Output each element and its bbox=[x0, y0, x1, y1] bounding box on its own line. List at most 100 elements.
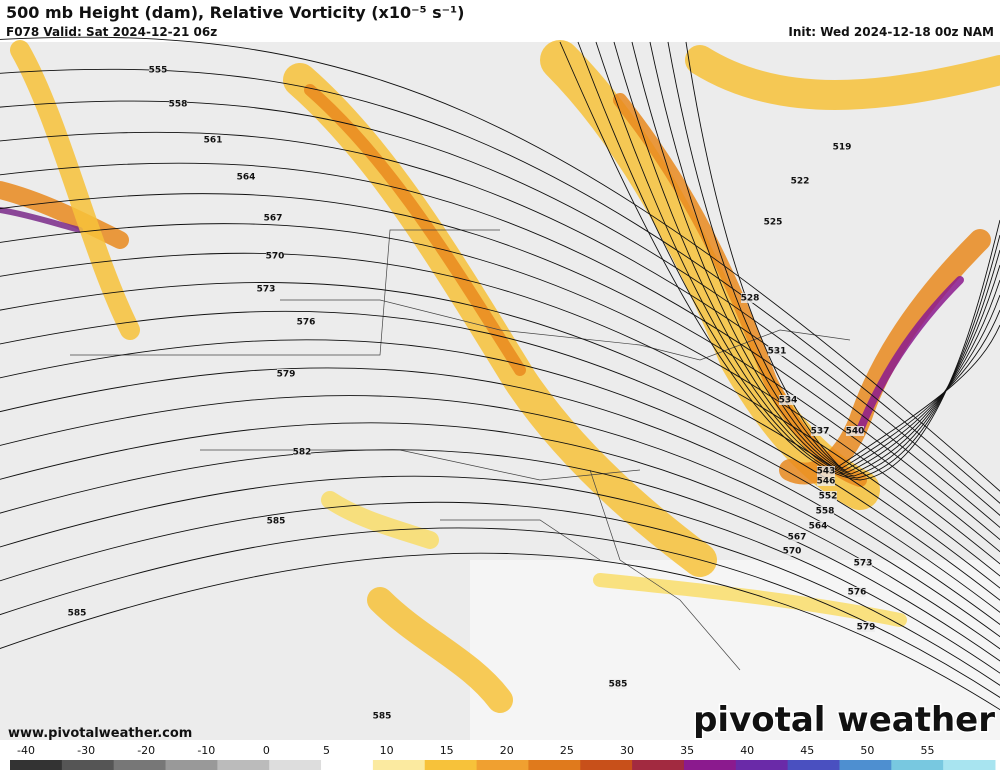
contour-label: 564 bbox=[237, 173, 256, 183]
colorbar-tick-label: -30 bbox=[77, 744, 95, 757]
contour-label-bg bbox=[764, 217, 782, 227]
vorticity-shading bbox=[685, 45, 1000, 110]
contour-label: 579 bbox=[277, 370, 296, 380]
colorbar-swatch bbox=[217, 760, 270, 770]
contour-label-bg bbox=[783, 546, 801, 556]
map-area: 555 558 561 564 567 570 573 576 579 582 585 585 585 5… bbox=[0, 36, 1000, 740]
colorbar-swatch bbox=[476, 760, 529, 770]
colorbar-swatch bbox=[632, 760, 685, 770]
contour-label: 576 bbox=[848, 588, 867, 598]
colorbar-swatch bbox=[61, 760, 115, 770]
contour-label: 570 bbox=[783, 547, 802, 557]
contour-label: 537 bbox=[811, 427, 830, 437]
height-contour bbox=[0, 252, 1000, 577]
boundary-line bbox=[70, 229, 500, 356]
colorbar-tick-label: 25 bbox=[560, 744, 574, 757]
height-contour bbox=[0, 193, 1000, 553]
colorbar-swatch bbox=[943, 760, 996, 770]
contour-label-bg bbox=[846, 426, 864, 436]
height-contour bbox=[0, 395, 1000, 638]
contour-label: 576 bbox=[297, 318, 316, 328]
colorbar-swatch bbox=[735, 760, 789, 770]
height-contour bbox=[0, 501, 1000, 686]
contour-label: 555 bbox=[149, 66, 168, 76]
height-contour bbox=[0, 131, 1000, 529]
colorbar-tick-label: 30 bbox=[620, 744, 634, 757]
height-contour bbox=[0, 36, 1000, 492]
contour-label-bg bbox=[816, 506, 834, 516]
vorticity-shading bbox=[0, 181, 129, 249]
contour-label-bg bbox=[237, 172, 255, 182]
contour-label: 531 bbox=[768, 347, 787, 357]
contour-label-bg bbox=[68, 608, 86, 618]
contour-label: 522 bbox=[791, 177, 810, 187]
colorbar-tick-label: 15 bbox=[440, 744, 454, 757]
height-contour bbox=[0, 552, 1000, 711]
contour-label: 534 bbox=[779, 396, 798, 406]
contour-label: 582 bbox=[293, 448, 312, 458]
colorbar: -40 -30 -20 -10 0 5 10 15 20 25 30 35 40 45 50 55 bbox=[10, 744, 996, 770]
vorticity-shading bbox=[10, 40, 140, 340]
logo: pivotal weather bbox=[693, 700, 995, 740]
colorbar-swatch bbox=[424, 760, 478, 770]
height-contour bbox=[0, 282, 1000, 589]
colorbar-tick-label: 5 bbox=[323, 744, 330, 757]
contour-label-bg bbox=[266, 251, 284, 261]
vorticity-shading bbox=[367, 587, 513, 713]
contour-label: 585 bbox=[609, 680, 628, 690]
colorbar-swatch bbox=[891, 760, 944, 770]
contour-label: 528 bbox=[741, 294, 760, 304]
contour-label: 543 bbox=[817, 467, 836, 477]
contour-label: 519 bbox=[833, 143, 852, 153]
colorbar-swatch bbox=[10, 760, 63, 770]
height-contour bbox=[0, 527, 1000, 699]
contour-label: 567 bbox=[264, 214, 283, 224]
height-contour bbox=[0, 475, 1000, 674]
contour-label-bg bbox=[277, 369, 295, 379]
colorbar-swatch bbox=[683, 760, 737, 770]
vorticity-shading bbox=[593, 573, 907, 627]
height-contour bbox=[685, 41, 1000, 467]
contour-label-bg bbox=[788, 532, 806, 542]
contour-label-bg bbox=[297, 317, 315, 327]
contour-label: 585 bbox=[267, 517, 286, 527]
boundary-line bbox=[589, 469, 741, 671]
height-contour bbox=[559, 41, 1000, 481]
contour-label-bg bbox=[257, 284, 275, 294]
height-contour bbox=[0, 422, 1000, 650]
contour-label-bg bbox=[267, 516, 285, 526]
contour-label: 579 bbox=[857, 623, 876, 633]
contour-label-bg bbox=[811, 426, 829, 436]
map-title: 500 mb Height (dam), Relative Vorticity … bbox=[6, 3, 464, 22]
vorticity-shading bbox=[856, 276, 964, 434]
contour-label: 552 bbox=[819, 492, 838, 502]
contour-label-bg bbox=[833, 142, 851, 152]
height-contour bbox=[0, 223, 1000, 565]
contour-label-bg bbox=[373, 711, 391, 721]
contour-label: 546 bbox=[817, 477, 836, 487]
height-contour bbox=[0, 100, 1000, 516]
contour-label: 558 bbox=[816, 507, 835, 517]
contour-label: 567 bbox=[788, 533, 807, 543]
contour-label-bg bbox=[204, 135, 222, 145]
colorbar-tick-label: 0 bbox=[263, 744, 270, 757]
colorbar-swatch bbox=[165, 760, 218, 770]
valid-time: F078 Valid: Sat 2024-12-21 06z bbox=[6, 25, 217, 39]
contour-label: 573 bbox=[854, 559, 873, 569]
colorbar-tick-label: 50 bbox=[860, 744, 874, 757]
height-contour bbox=[0, 449, 1000, 662]
colorbar-tick-label: 35 bbox=[680, 744, 694, 757]
height-contour bbox=[0, 162, 1000, 541]
contour-label-bg bbox=[857, 622, 875, 632]
contour-label: 561 bbox=[204, 136, 223, 146]
contour-label-bg bbox=[149, 65, 167, 75]
vorticity-shading bbox=[321, 491, 439, 549]
contour-label: 540 bbox=[846, 427, 865, 437]
colorbar-swatch bbox=[528, 760, 581, 770]
colorbar-tick-label: 10 bbox=[380, 744, 394, 757]
contour-label: 585 bbox=[68, 609, 87, 619]
colorbar-swatch bbox=[113, 760, 167, 770]
contour-label-bg bbox=[848, 587, 866, 597]
height-contour bbox=[0, 68, 1000, 504]
height-contour bbox=[667, 41, 1000, 469]
